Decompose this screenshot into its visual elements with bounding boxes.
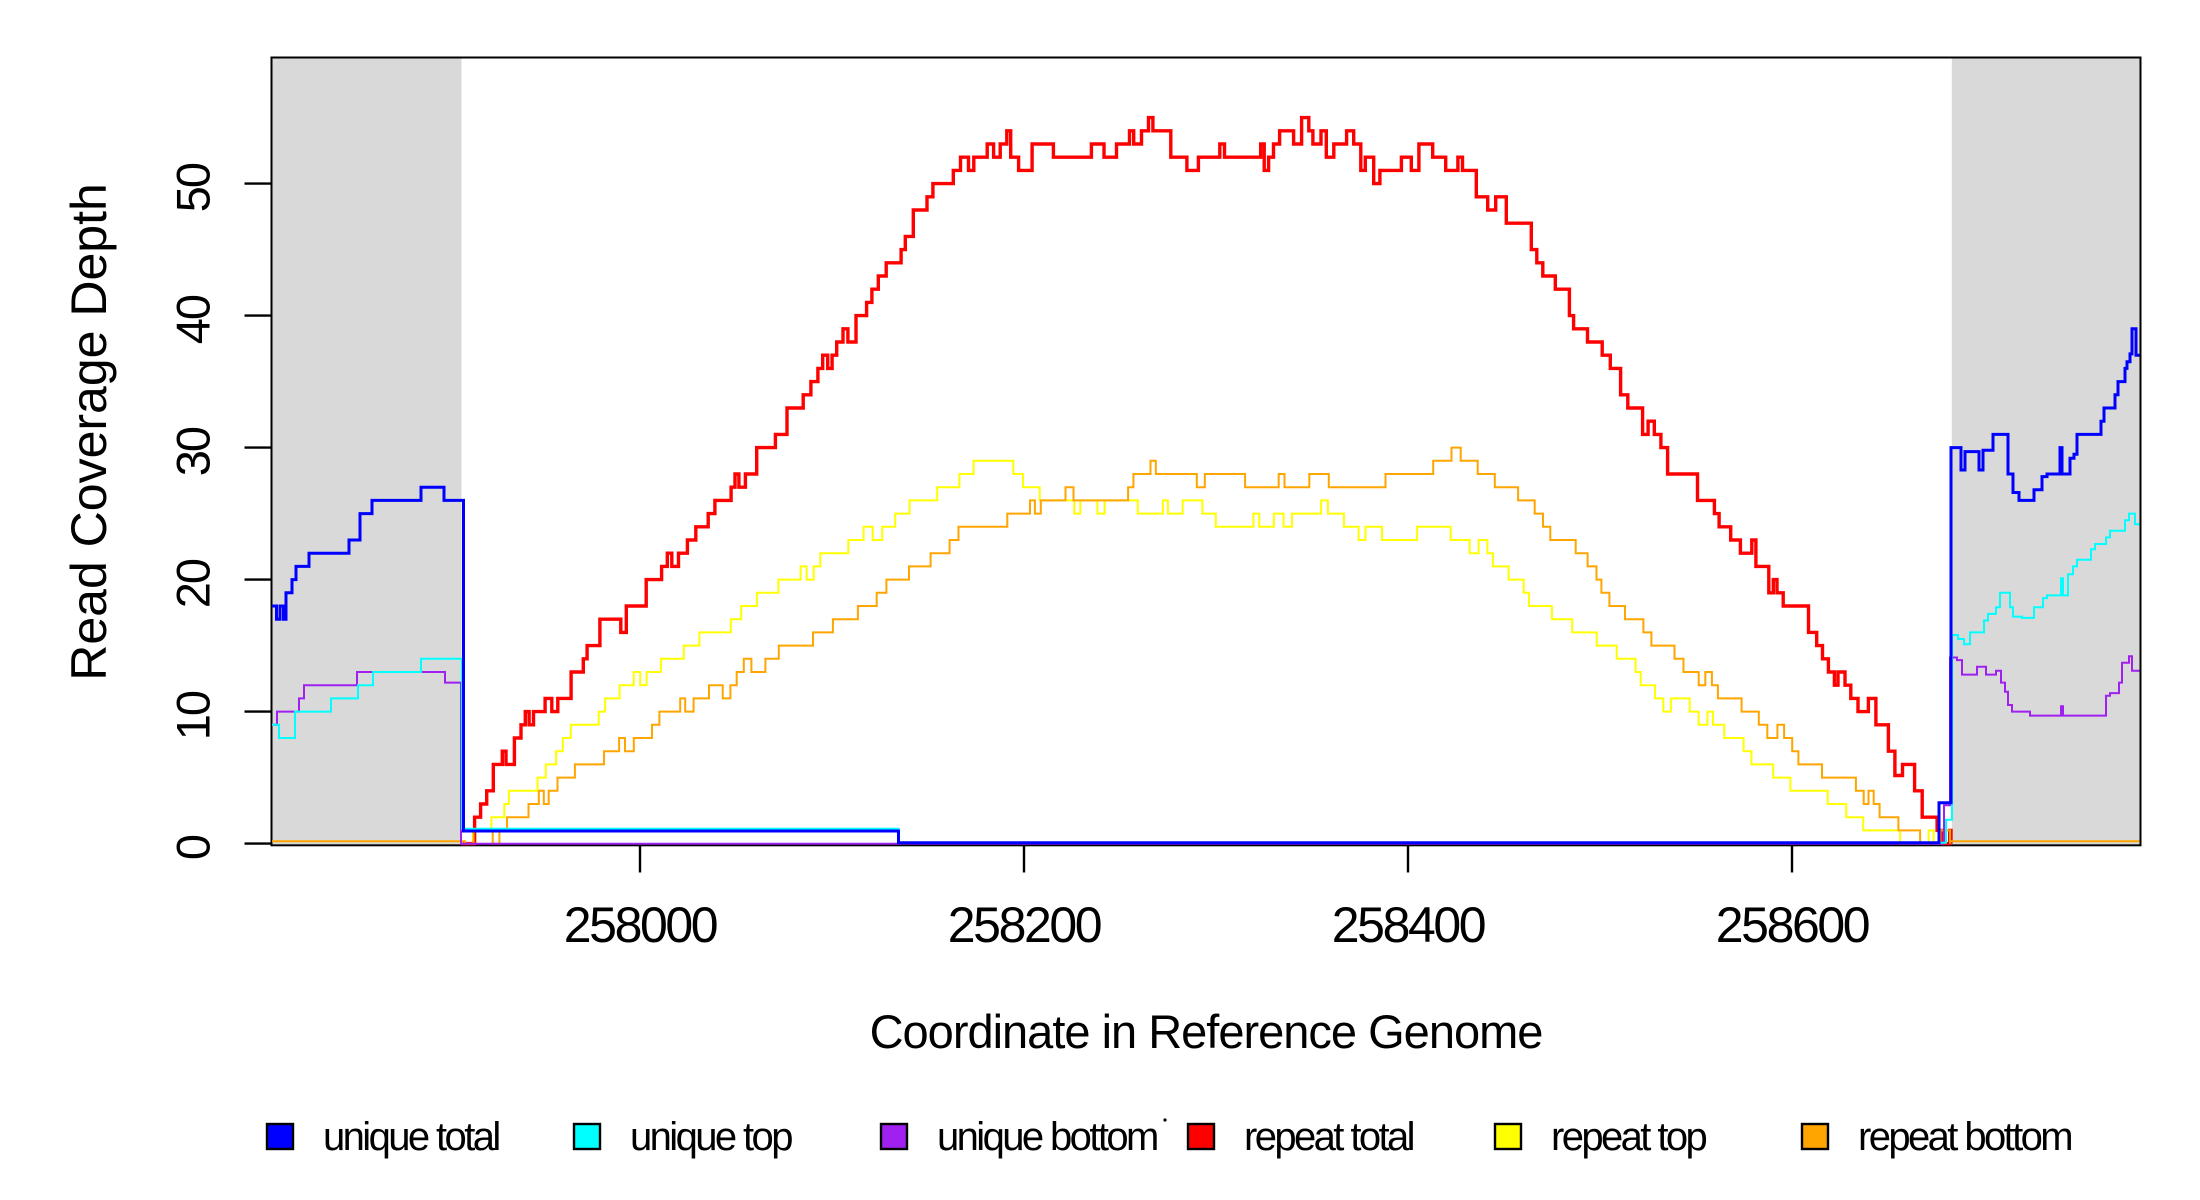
svg-text:258000: 258000 bbox=[564, 897, 717, 953]
svg-text:258600: 258600 bbox=[1716, 897, 1869, 953]
svg-text:30: 30 bbox=[167, 427, 220, 476]
svg-text:repeat top: repeat top bbox=[1551, 1115, 1706, 1159]
svg-text:repeat total: repeat total bbox=[1244, 1115, 1414, 1159]
svg-text:unique bottom: unique bottom bbox=[937, 1115, 1157, 1159]
svg-text:50: 50 bbox=[167, 163, 220, 212]
svg-text:0: 0 bbox=[167, 835, 220, 860]
svg-text:258400: 258400 bbox=[1332, 897, 1485, 953]
svg-text:40: 40 bbox=[167, 295, 220, 344]
svg-text:Read Coverage Depth: Read Coverage Depth bbox=[61, 183, 117, 681]
svg-text:repeat bottom: repeat bottom bbox=[1858, 1115, 2071, 1159]
svg-text:258200: 258200 bbox=[948, 897, 1101, 953]
svg-text:20: 20 bbox=[167, 559, 220, 608]
svg-text:10: 10 bbox=[167, 691, 220, 740]
svg-text:unique total: unique total bbox=[323, 1115, 499, 1159]
svg-text:unique top: unique top bbox=[630, 1115, 792, 1159]
svg-text:Coordinate in Reference Genome: Coordinate in Reference Genome bbox=[870, 1005, 1543, 1058]
